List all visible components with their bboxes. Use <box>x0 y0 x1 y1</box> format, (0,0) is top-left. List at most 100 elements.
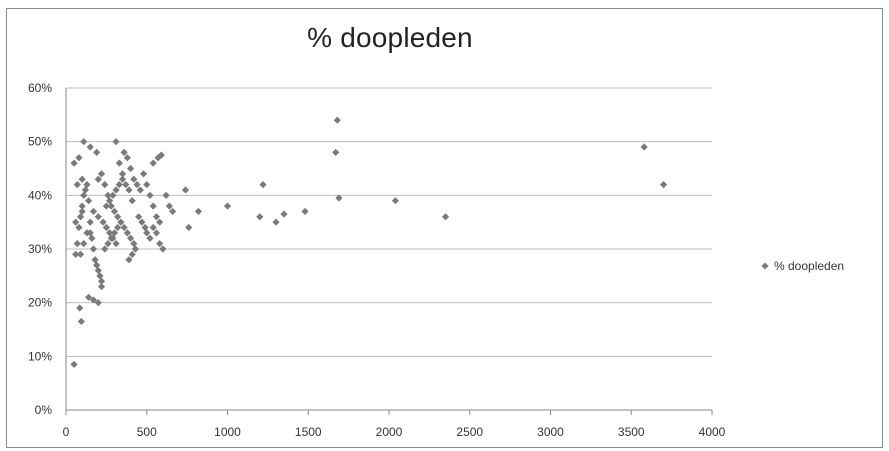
data-point <box>81 186 89 194</box>
data-point <box>135 213 143 221</box>
data-point <box>106 197 114 205</box>
x-tick-label: 3000 <box>537 425 564 439</box>
data-point <box>101 245 109 253</box>
data-point <box>73 240 81 248</box>
data-point <box>280 210 288 218</box>
data-point <box>120 223 128 232</box>
y-tick-label: 30% <box>28 242 52 256</box>
legend: % doopleden <box>761 259 844 273</box>
data-point <box>78 202 86 210</box>
data-point <box>152 229 161 237</box>
data-point <box>97 170 106 178</box>
data-point <box>301 207 309 216</box>
data-point <box>94 299 102 307</box>
data-point <box>127 164 135 173</box>
data-point <box>194 207 203 216</box>
data-point <box>149 159 157 167</box>
data-point <box>115 181 123 189</box>
grid-lines <box>66 87 712 357</box>
data-point <box>70 360 78 368</box>
data-point <box>80 240 88 248</box>
data-point <box>96 272 104 280</box>
data-point <box>123 154 131 162</box>
data-point <box>109 191 117 199</box>
data-point <box>146 191 154 199</box>
data-point <box>76 250 85 258</box>
y-tick-label: 40% <box>28 188 52 202</box>
data-point <box>156 218 164 226</box>
data-point <box>80 191 88 199</box>
data-point <box>85 293 93 301</box>
data-point <box>80 138 88 146</box>
data-point <box>72 250 80 258</box>
data-point <box>123 229 131 237</box>
data-point <box>85 197 93 205</box>
data-point <box>143 229 151 237</box>
data-point <box>94 175 102 183</box>
x-tick-label: 3500 <box>618 425 645 439</box>
data-point <box>102 223 110 232</box>
x-tick-label: 500 <box>137 425 157 439</box>
data-point <box>89 296 98 304</box>
data-point <box>112 240 120 248</box>
data-point <box>146 234 154 242</box>
data-point <box>133 181 141 189</box>
data-point <box>162 191 170 199</box>
data-point <box>130 175 138 183</box>
data-point <box>272 218 280 226</box>
legend-label: % doopleden <box>774 259 844 273</box>
data-point <box>125 186 133 194</box>
y-tick-label: 20% <box>28 296 52 310</box>
data-point <box>149 223 157 232</box>
y-tick-label: 60% <box>28 81 52 95</box>
data-point <box>72 218 80 226</box>
data-point <box>86 218 94 226</box>
data-point <box>114 223 122 232</box>
data-point <box>159 245 167 253</box>
data-point <box>128 250 136 258</box>
data-point <box>141 223 149 232</box>
x-tick-label: 2500 <box>456 425 483 439</box>
data-point <box>139 170 148 178</box>
data-point <box>75 154 83 162</box>
data-point <box>181 186 190 194</box>
data-point <box>152 213 161 221</box>
data-point <box>70 159 78 167</box>
x-tick-label: 1500 <box>295 425 322 439</box>
data-point <box>128 197 136 205</box>
x-tick-label: 0 <box>63 425 70 439</box>
chart-title: % doopleden <box>307 22 473 53</box>
data-point <box>83 181 91 189</box>
tick-labels: 0% 10% 20% 30% 40% 50% 60% 0 500 1000 1500 2000 2500… <box>28 81 726 439</box>
legend-marker <box>761 262 769 270</box>
x-tick-label: 4000 <box>699 425 726 439</box>
data-point <box>125 256 133 264</box>
data-point <box>78 207 86 216</box>
data-point <box>91 256 99 264</box>
data-point <box>120 148 128 156</box>
data-point <box>88 234 96 242</box>
y-tick-label: 50% <box>28 135 52 149</box>
data-point <box>94 266 102 275</box>
data-point <box>107 202 115 210</box>
data-point <box>333 116 341 124</box>
data-point <box>391 197 400 205</box>
data-point <box>332 148 340 156</box>
data-point <box>114 213 122 221</box>
data-point <box>185 223 193 232</box>
data-points <box>70 116 668 368</box>
data-point <box>136 186 144 194</box>
data-point <box>112 138 120 146</box>
data-point <box>122 181 130 189</box>
data-point <box>118 175 127 183</box>
x-tick-label: 1000 <box>214 425 241 439</box>
data-point <box>156 240 164 248</box>
data-point <box>130 240 138 248</box>
data-point <box>640 143 648 151</box>
data-point <box>110 207 119 216</box>
data-point <box>73 181 81 189</box>
data-point <box>101 181 109 189</box>
data-point <box>94 213 102 221</box>
data-point <box>117 218 125 226</box>
